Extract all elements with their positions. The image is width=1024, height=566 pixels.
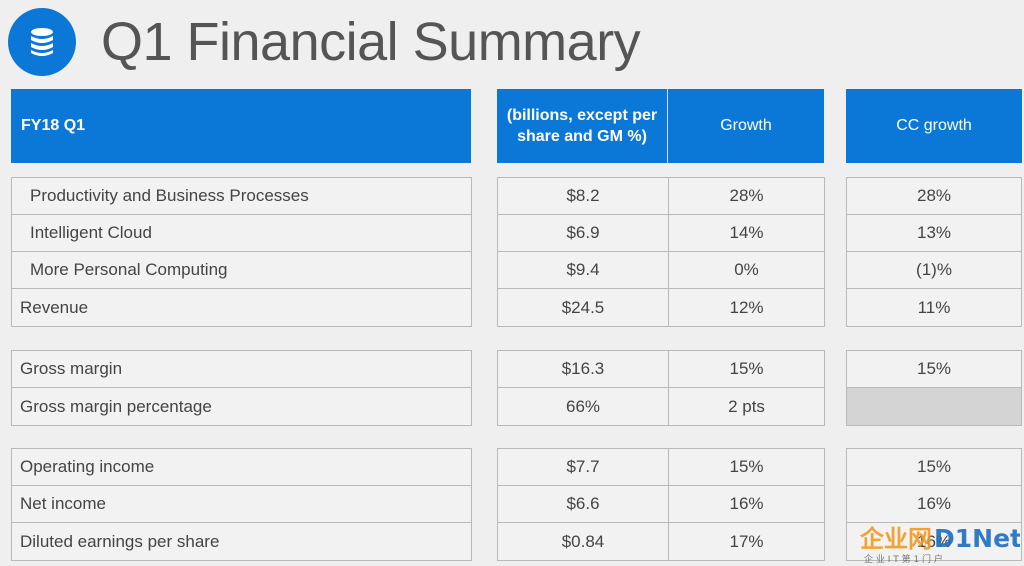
cc-growth-cell-empty (847, 388, 1021, 425)
amount-cell: $9.4 (498, 252, 669, 288)
cc-growth-cell: 16% (847, 486, 1021, 523)
amount-cell: $7.7 (498, 449, 669, 485)
header-period: FY18 Q1 (11, 89, 471, 163)
table-row-label: Gross margin percentage (20, 396, 212, 416)
header-amount: (billions, except per share and GM %) (497, 89, 668, 163)
cc-growth-cell: 15% (847, 351, 1021, 388)
growth-cell: 16% (729, 494, 764, 513)
table-row-label: Net income (12, 486, 471, 523)
table-row: $6.9 14% (498, 215, 824, 252)
cc-growth-cell: 13% (847, 215, 1021, 252)
table-row: $7.7 15% (498, 449, 824, 486)
table-group-margin-cc: 15% (846, 350, 1022, 426)
table-row: $24.5 12% (498, 289, 824, 326)
table-group-income-cc: 15% 16% 16% (846, 448, 1022, 561)
table-row-label: Gross margin (12, 351, 471, 388)
table-row-label: Intelligent Cloud (12, 215, 471, 252)
table-group-revenue-cc: 28% 13% (1)% 11% (846, 177, 1022, 327)
header-amount-growth: (billions, except per share and GM %) Gr… (497, 89, 824, 163)
growth-cell: 0% (734, 260, 759, 279)
growth-cell: 14% (729, 223, 764, 242)
cc-growth-cell: 16% (916, 531, 952, 551)
header-growth: Growth (720, 117, 772, 134)
table-row-label: Revenue (20, 297, 89, 317)
amount-cell: 66% (498, 388, 669, 425)
table-group-income-values: $7.7 15% $6.6 16% $0.84 17% (497, 448, 825, 561)
table-row: $6.6 16% (498, 486, 824, 523)
amount-cell: $8.2 (498, 178, 669, 214)
table-group-income-labels: Operating income Net income Diluted earn… (11, 448, 472, 561)
table-row-label: More Personal Computing (12, 252, 471, 289)
d1net-watermark-logo: 企业网 D1Net 企 业 I T 第 1 门 户 (860, 524, 1020, 564)
amount-cell: $0.84 (498, 523, 669, 560)
table-group-margin-values: $16.3 15% 66% 2 pts (497, 350, 825, 426)
growth-cell: 12% (729, 297, 764, 317)
growth-cell: 15% (729, 457, 764, 476)
database-icon (8, 8, 76, 76)
growth-cell: 17% (729, 531, 764, 551)
page-title: Q1 Financial Summary (101, 12, 641, 72)
growth-cell: 15% (729, 359, 764, 378)
table-row: 66% 2 pts (498, 388, 824, 425)
table-row: $9.4 0% (498, 252, 824, 289)
table-row-label: Operating income (12, 449, 471, 486)
table-group-revenue-values: $8.2 28% $6.9 14% $9.4 0% $24.5 12% (497, 177, 825, 327)
table-group-margin-labels: Gross margin Gross margin percentage (11, 350, 472, 426)
amount-cell: $6.9 (498, 215, 669, 251)
cc-growth-cell: 11% (917, 297, 951, 317)
table-row-label: Diluted earnings per share (20, 531, 220, 551)
growth-cell: 28% (729, 186, 764, 205)
table-group-revenue-labels: Productivity and Business Processes Inte… (11, 177, 472, 327)
svg-text:企业网: 企业网 (860, 525, 932, 553)
svg-text:企 业 I T 第 1 门 户: 企 业 I T 第 1 门 户 (864, 553, 943, 564)
svg-text:D1Net: D1Net (934, 524, 1020, 553)
table-row-label: Productivity and Business Processes (12, 178, 471, 215)
growth-cell: 2 pts (728, 396, 765, 416)
amount-cell: $16.3 (498, 351, 669, 387)
cc-growth-cell: (1)% (847, 252, 1021, 289)
table-row: $0.84 17% (498, 523, 824, 560)
amount-cell: $24.5 (498, 289, 669, 326)
table-row: $8.2 28% (498, 178, 824, 215)
cc-growth-cell: 15% (847, 449, 1021, 486)
cc-growth-cell: 28% (847, 178, 1021, 215)
amount-cell: $6.6 (498, 486, 669, 522)
header-cc-growth: CC growth (846, 89, 1022, 163)
table-row: $16.3 15% (498, 351, 824, 388)
